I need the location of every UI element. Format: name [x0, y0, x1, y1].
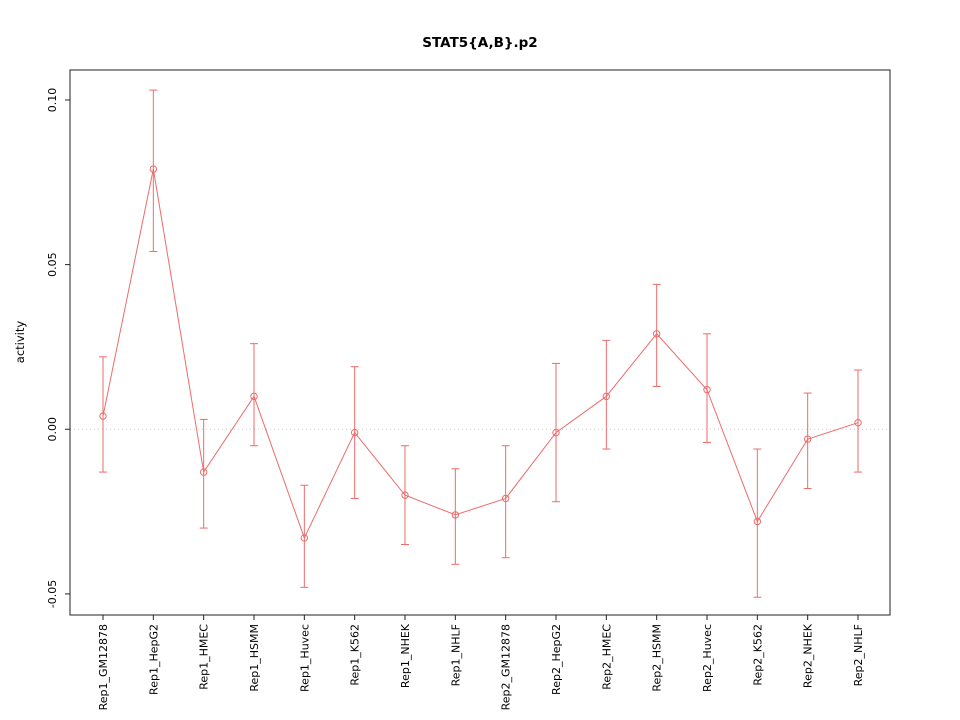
- data-point: [199, 468, 208, 476]
- chart-canvas: -0.05 0.00 0.05 0.10 Rep1_GM12878 Rep1_HepG2 R…: [46, 69, 891, 710]
- data-point: [652, 330, 661, 338]
- x-tick-label: Rep1_NHEK: [399, 623, 412, 688]
- x-tick-label: Rep2_HMEC: [600, 624, 613, 690]
- data-point: [753, 517, 762, 526]
- x-tick-label: Rep1_HepG2: [147, 624, 160, 695]
- x-tick-label: Rep2_Huvec: [701, 624, 714, 692]
- data-point: [803, 435, 812, 443]
- x-tick-label: Rep2_K562: [751, 624, 764, 686]
- x-tick-label: Rep2_NHLF: [852, 624, 865, 686]
- data-point: [250, 392, 258, 401]
- data-point: [451, 511, 460, 519]
- y-tick-label: 0.00: [46, 417, 59, 442]
- data-point: [300, 534, 309, 542]
- y-axis-label: activity: [13, 321, 27, 364]
- x-tick-label: Rep1_NHLF: [449, 624, 462, 686]
- y-tick-label: -0.05: [46, 580, 59, 608]
- chart-title: STAT5{A,B}.p2: [422, 35, 537, 51]
- plot-border: [69, 69, 891, 616]
- x-tick-label: Rep2_HSMM: [651, 624, 664, 692]
- x-tick-label: Rep2_HepG2: [550, 624, 563, 695]
- y-tick-label: 0.10: [46, 88, 59, 113]
- data-point: [401, 491, 409, 499]
- x-tick-label: Rep1_K562: [349, 624, 362, 686]
- data-point: [703, 386, 711, 394]
- data-point: [350, 428, 359, 437]
- y-tick-label: 0.05: [46, 252, 59, 277]
- data-point: [99, 412, 107, 420]
- data-point: [552, 428, 560, 437]
- data-point: [149, 165, 158, 173]
- data-point: [501, 494, 510, 503]
- x-tick-label: Rep1_GM12878: [97, 624, 110, 710]
- series-line: [102, 169, 859, 540]
- x-tick-label: Rep2_GM12878: [500, 624, 513, 710]
- data-point: [854, 418, 862, 427]
- x-tick-label: Rep1_Huvec: [298, 624, 311, 692]
- x-tick-label: Rep1_HMEC: [198, 624, 211, 690]
- x-tick-label: Rep1_HSMM: [248, 624, 261, 692]
- x-tick-label: Rep2_NHEK: [802, 623, 815, 688]
- data-point: [602, 392, 611, 401]
